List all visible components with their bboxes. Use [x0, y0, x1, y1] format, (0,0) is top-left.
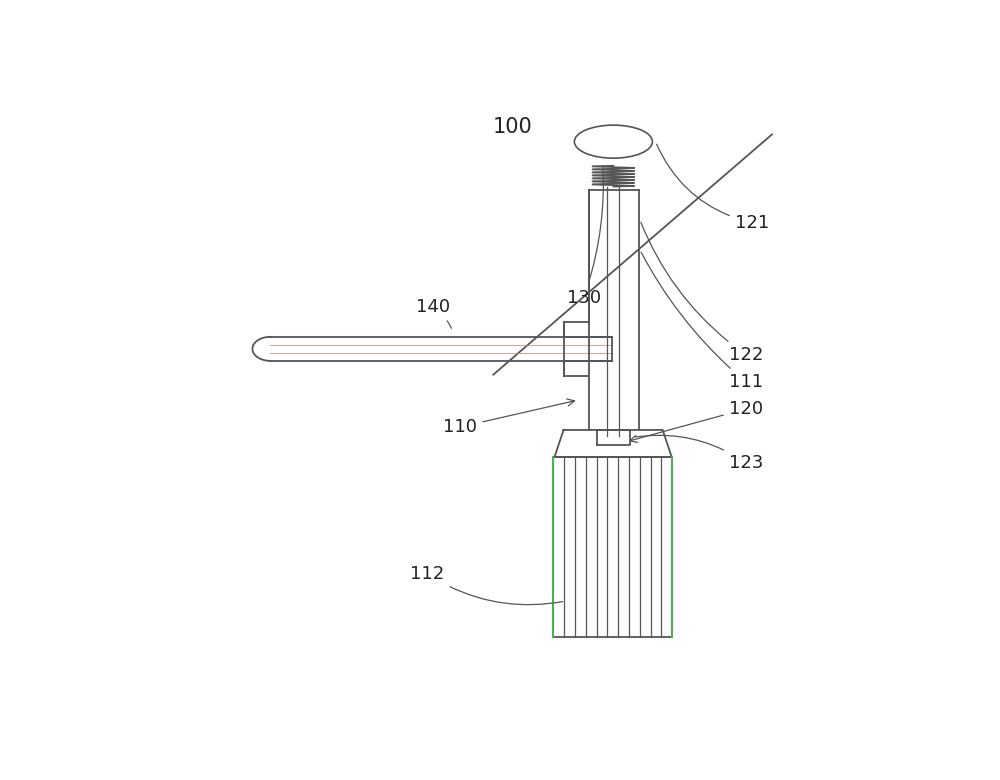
- Text: 120: 120: [630, 400, 763, 442]
- Text: 122: 122: [641, 222, 763, 363]
- Text: 121: 121: [657, 144, 769, 232]
- Text: 100: 100: [493, 117, 532, 136]
- Ellipse shape: [574, 125, 652, 158]
- Text: 140: 140: [416, 298, 451, 328]
- Text: 111: 111: [641, 252, 763, 391]
- Text: 112: 112: [410, 565, 563, 605]
- Text: 110: 110: [443, 399, 574, 436]
- Text: 123: 123: [635, 435, 763, 472]
- Text: 130: 130: [567, 167, 603, 307]
